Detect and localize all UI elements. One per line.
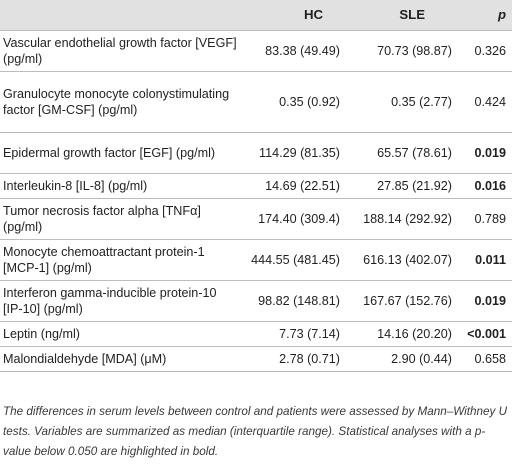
row-variable: Interferon gamma-inducible protein-10 [I… xyxy=(0,280,242,322)
row-hc-value: 83.38 (49.49) xyxy=(242,30,343,72)
row-hc-value: 444.55 (481.45) xyxy=(242,239,343,281)
row-hc-value: 114.29 (81.35) xyxy=(242,132,343,174)
row-sle-value: 167.67 (152.76) xyxy=(343,280,455,322)
row-p-value: 0.424 xyxy=(455,71,512,133)
row-hc-value: 174.40 (309.4) xyxy=(242,198,343,240)
row-p-value: 0.019 xyxy=(455,132,512,174)
table-header-row: HC SLE p xyxy=(0,0,512,31)
row-sle-value: 188.14 (292.92) xyxy=(343,198,455,240)
table-row: Vascular endothelial growth factor [VEGF… xyxy=(0,30,512,72)
row-variable: Interleukin-8 [IL-8] (pg/ml) xyxy=(0,173,242,199)
table-row: Epidermal growth factor [EGF] (pg/ml) 11… xyxy=(0,132,512,174)
row-sle-value: 0.35 (2.77) xyxy=(343,71,455,133)
row-p-value: 0.019 xyxy=(455,280,512,322)
row-sle-value: 70.73 (98.87) xyxy=(343,30,455,72)
header-sle: SLE xyxy=(343,0,455,31)
header-hc: HC xyxy=(242,0,343,31)
row-p-value: 0.016 xyxy=(455,173,512,199)
row-p-value: 0.789 xyxy=(455,198,512,240)
row-p-value: 0.011 xyxy=(455,239,512,281)
row-sle-value: 27.85 (21.92) xyxy=(343,173,455,199)
row-p-value: <0.001 xyxy=(455,321,512,347)
row-sle-value: 65.57 (78.61) xyxy=(343,132,455,174)
row-hc-value: 14.69 (22.51) xyxy=(242,173,343,199)
row-variable: Tumor necrosis factor alpha [TNFα] (pg/m… xyxy=(0,198,242,240)
header-p: p xyxy=(455,0,512,31)
table-footnote: The differences in serum levels between … xyxy=(3,405,508,458)
table-row: Tumor necrosis factor alpha [TNFα] (pg/m… xyxy=(0,198,512,240)
row-p-value: 0.326 xyxy=(455,30,512,72)
row-hc-value: 98.82 (148.81) xyxy=(242,280,343,322)
row-hc-value: 0.35 (0.92) xyxy=(242,71,343,133)
row-sle-value: 2.90 (0.44) xyxy=(343,346,455,372)
table-row: Interleukin-8 [IL-8] (pg/ml) 14.69 (22.5… xyxy=(0,173,512,199)
table-row: Granulocyte monocyte colonystimulating f… xyxy=(0,71,512,133)
row-variable: Epidermal growth factor [EGF] (pg/ml) xyxy=(0,132,242,174)
row-variable: Leptin (ng/ml) xyxy=(0,321,242,347)
row-p-value: 0.658 xyxy=(455,346,512,372)
row-variable: Granulocyte monocyte colonystimulating f… xyxy=(0,71,242,133)
table-row: Leptin (ng/ml) 7.73 (7.14) 14.16 (20.20)… xyxy=(0,321,512,347)
row-hc-value: 2.78 (0.71) xyxy=(242,346,343,372)
table-row: Malondialdehyde [MDA] (μM) 2.78 (0.71) 2… xyxy=(0,346,512,372)
data-table: HC SLE p Vascular endothelial growth fac… xyxy=(0,0,512,372)
row-hc-value: 7.73 (7.14) xyxy=(242,321,343,347)
row-variable: Monocyte chemoattractant protein-1 [MCP-… xyxy=(0,239,242,281)
header-variable xyxy=(0,0,242,31)
table-row: Interferon gamma-inducible protein-10 [I… xyxy=(0,280,512,322)
table-row: Monocyte chemoattractant protein-1 [MCP-… xyxy=(0,239,512,281)
row-sle-value: 616.13 (402.07) xyxy=(343,239,455,281)
row-variable: Vascular endothelial growth factor [VEGF… xyxy=(0,30,242,72)
row-variable: Malondialdehyde [MDA] (μM) xyxy=(0,346,242,372)
row-sle-value: 14.16 (20.20) xyxy=(343,321,455,347)
